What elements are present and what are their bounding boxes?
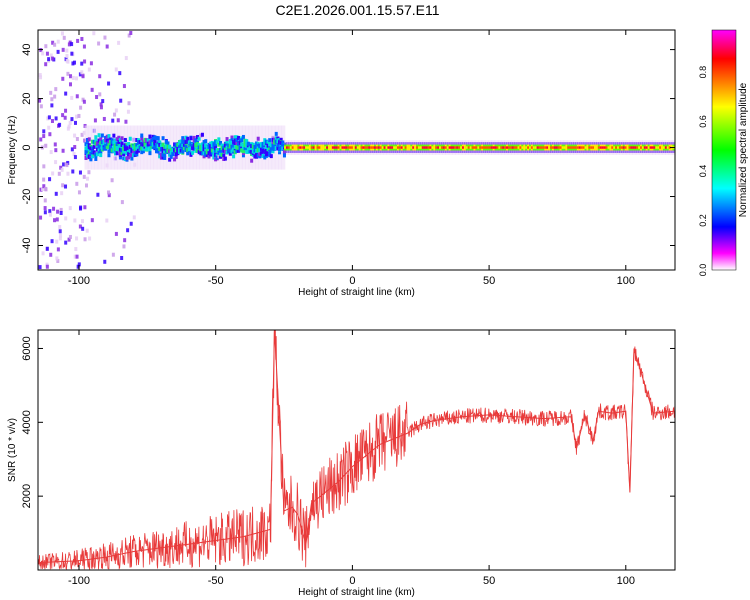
colorbar-tick-label: 0.8 [698,66,708,79]
x-tick-label: -50 [208,275,224,287]
x-tick-label: 50 [483,275,495,287]
snr-line-series [38,330,675,570]
colorbar: 0.0 0.2 0.4 0.6 0.8 Normalized spectral ampli… [698,29,749,277]
x-tick-label: 0 [349,275,355,287]
colorbar-tick-label: 0.6 [698,115,708,128]
colorbar-tick-label: 0.0 [698,264,708,277]
x-tick-label: 0 [349,575,355,587]
x-axis-label: Height of straight line (km) [298,587,415,598]
y-tick-label: 20 [21,92,33,104]
x-tick-label: -50 [208,575,224,587]
snr-line-envelope [38,330,675,564]
spectrogram-axes: -100 -50 0 50 100 40 20 0 -20 -40 Height of straig… [7,29,676,298]
y-tick-label: 6000 [21,336,33,360]
colorbar-frame [711,29,737,271]
x-tick-label: 100 [617,575,635,587]
y-tick-label: 2000 [21,484,33,508]
x-tick-label: -100 [68,575,90,587]
colorbar-tick-label: 0.4 [698,165,708,178]
figure-title: C2E1.2026.001.15.57.E11 [275,2,440,18]
x-tick-label: 50 [483,575,495,587]
y-axis-label: Frequency (Hz) [7,116,18,185]
y-tick-label: 4000 [21,410,33,434]
colorbar-gradient [712,30,736,270]
y-tick-label: -40 [21,238,33,254]
y-tick-label: -20 [21,189,33,205]
colorbar-tick-label: 0.2 [698,214,708,227]
x-tick-label: 100 [617,275,635,287]
x-axis-label: Height of straight line (km) [298,287,415,298]
snr-axes: -100 -50 0 50 100 2000 4000 6000 Height of strai… [7,329,676,598]
spectrogram-frame [37,29,676,271]
y-tick-label: 40 [21,43,33,55]
snr-line-trace [38,330,675,570]
colorbar-label: Normalized spectral amplitude [738,82,749,217]
x-tick-label: -100 [68,275,90,287]
y-tick-label: 0 [21,144,33,150]
y-axis-label: SNR (10 * v/v) [7,418,18,482]
spectrogram-heatmap [38,30,675,270]
snr-frame [37,329,676,571]
